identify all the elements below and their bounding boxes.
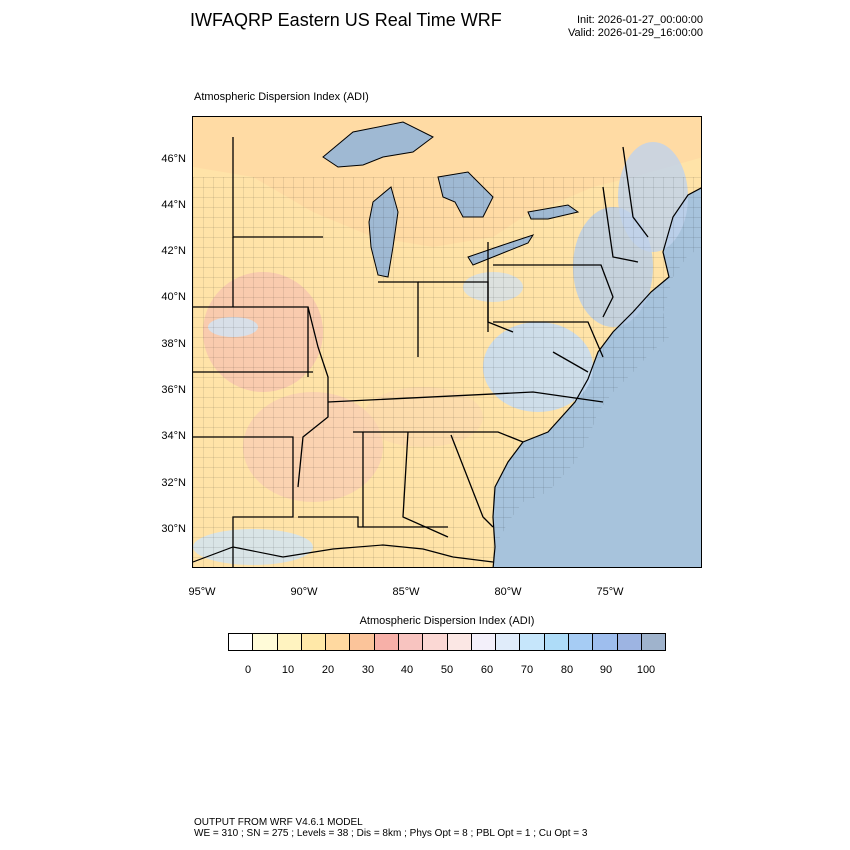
lat-label-30n: 30°N	[161, 523, 186, 535]
map-graphic	[193, 117, 701, 567]
colorbar-swatch	[520, 634, 545, 650]
colorbar-swatch	[593, 634, 618, 650]
footer-model: OUTPUT FROM WRF V4.6.1 MODEL	[194, 817, 363, 828]
lon-label-80w: 80°W	[494, 586, 522, 598]
lat-label-36n: 36°N	[161, 384, 186, 396]
adi-map	[192, 116, 702, 568]
colorbar-swatch	[447, 634, 472, 650]
colorbar-swatch	[301, 634, 327, 650]
colorbar-swatch	[544, 634, 569, 650]
chart-title: IWFAQRP Eastern US Real Time WRF	[190, 10, 502, 30]
colorbar-label: 0	[244, 664, 252, 676]
lon-label-75w: 75°W	[596, 586, 624, 598]
colorbar-label: 100	[636, 664, 656, 676]
lat-label-38n: 38°N	[161, 338, 186, 350]
colorbar-title: Atmospheric Dispersion Index (ADI)	[359, 615, 535, 627]
init-time: Init: 2026-01-27_00:00:00	[577, 14, 703, 26]
valid-time: Valid: 2026-01-29_16:00:00	[568, 27, 703, 39]
colorbar-label: 80	[560, 664, 574, 676]
lon-label-95w: 95°W	[188, 586, 216, 598]
lon-label-90w: 90°W	[290, 586, 318, 598]
plot-subtitle: Atmospheric Dispersion Index (ADI)	[194, 91, 369, 103]
lake-superior	[322, 121, 434, 168]
colorbar-label: 50	[440, 664, 454, 676]
colorbar-swatch	[496, 634, 521, 650]
colorbar-swatch	[350, 634, 375, 650]
colorbar-swatch	[374, 634, 399, 650]
colorbar-swatch	[471, 634, 497, 650]
lon-label-85w: 85°W	[392, 586, 420, 598]
colorbar-swatch	[326, 634, 351, 650]
colorbar-label: 30	[361, 664, 375, 676]
colorbar-swatch	[253, 634, 278, 650]
colorbar-label: 10	[281, 664, 295, 676]
colorbar-swatch	[229, 634, 254, 650]
colorbar-swatch	[423, 634, 448, 650]
colorbar-label: 90	[599, 664, 613, 676]
lat-label-40n: 40°N	[161, 291, 186, 303]
footer-config: WE = 310 ; SN = 275 ; Levels = 38 ; Dis …	[194, 828, 588, 839]
lat-label-42n: 42°N	[161, 245, 186, 257]
colorbar-label: 40	[400, 664, 414, 676]
colorbar-label: 70	[520, 664, 534, 676]
colorbar-swatch	[398, 634, 424, 650]
lat-label-32n: 32°N	[161, 477, 186, 489]
colorbar-label: 60	[480, 664, 494, 676]
state-boundaries	[193, 137, 649, 567]
lat-label-44n: 44°N	[161, 199, 186, 211]
colorbar-label: 20	[321, 664, 335, 676]
colorbar-swatch	[641, 634, 666, 650]
colorbar-swatch	[568, 634, 594, 650]
colorbar	[228, 633, 666, 651]
colorbar-swatch	[617, 634, 642, 650]
colorbar-swatch	[277, 634, 302, 650]
lat-label-34n: 34°N	[161, 430, 186, 442]
lat-label-46n: 46°N	[161, 153, 186, 165]
